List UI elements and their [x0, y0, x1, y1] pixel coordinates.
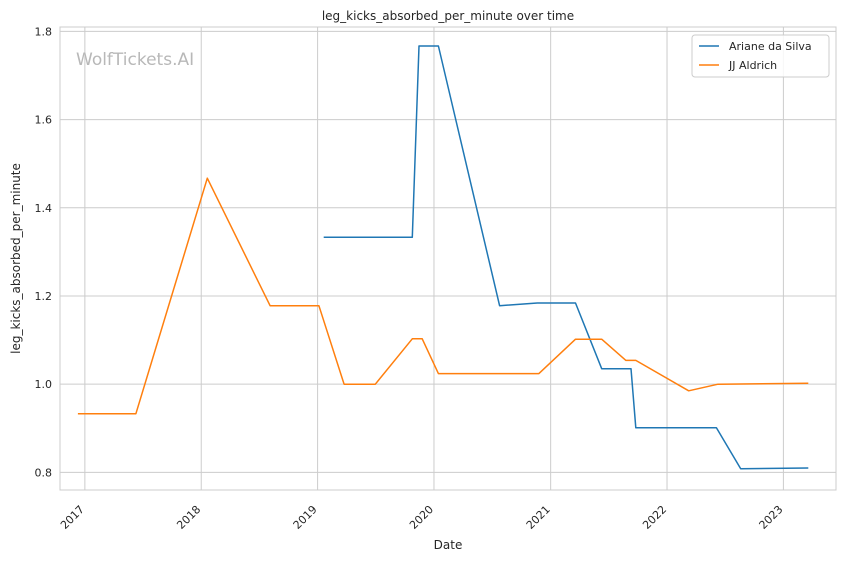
watermark: WolfTickets.AI — [76, 50, 194, 70]
y-tick-label: 1.0 — [35, 378, 53, 391]
series-line-1 — [77, 177, 809, 415]
chart-title: leg_kicks_absorbed_per_minute over time — [322, 9, 574, 23]
legend-label-0: Ariane da Silva — [729, 40, 812, 53]
grid-lines — [60, 27, 836, 490]
x-axis-ticks: 2017 2018 2019 2020 2021 2022 2023 — [58, 503, 786, 532]
x-tick-label: 2021 — [524, 503, 553, 532]
plot-frame — [59, 26, 837, 491]
legend-box — [691, 34, 830, 78]
y-tick-label: 1.4 — [35, 202, 53, 215]
x-tick-label: 2017 — [58, 503, 87, 532]
legend: Ariane da Silva JJ Aldrich — [691, 34, 830, 78]
y-tick-label: 1.8 — [35, 25, 53, 38]
y-tick-label: 1.6 — [35, 114, 53, 127]
x-tick-label: 2020 — [407, 503, 436, 532]
y-tick-label: 0.8 — [35, 466, 53, 479]
x-axis-title: Date — [434, 538, 463, 552]
series-line-0 — [323, 45, 809, 470]
y-axis-ticks: 0.8 1.0 1.2 1.4 1.6 1.8 — [35, 25, 53, 479]
series-lines — [77, 45, 809, 470]
y-tick-label: 1.2 — [35, 290, 53, 303]
y-axis-title: leg_kicks_absorbed_per_minute — [9, 163, 23, 354]
legend-label-1: JJ Aldrich — [728, 59, 777, 72]
x-tick-label: 2019 — [291, 503, 320, 532]
x-tick-label: 2022 — [640, 503, 669, 532]
x-tick-label: 2018 — [174, 503, 203, 532]
x-tick-label: 2023 — [757, 503, 786, 532]
